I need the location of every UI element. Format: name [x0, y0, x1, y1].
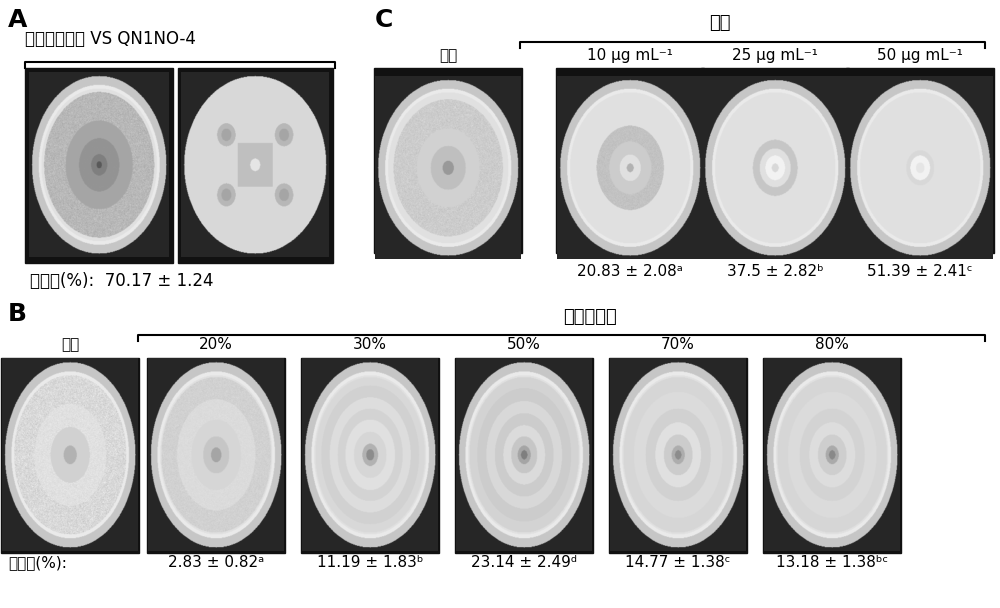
Text: 23.14 ± 2.49ᵈ: 23.14 ± 2.49ᵈ — [471, 555, 577, 570]
Bar — [301, 358, 439, 553]
Text: 对照: 对照 — [439, 48, 457, 63]
Bar — [147, 358, 285, 553]
Text: 抑菌率(%):  70.17 ± 1.24: 抑菌率(%): 70.17 ± 1.24 — [30, 272, 214, 290]
Text: 80%: 80% — [815, 337, 849, 352]
Text: 51.39 ± 2.41ᶜ: 51.39 ± 2.41ᶜ — [867, 264, 973, 279]
Text: 70%: 70% — [661, 337, 695, 352]
Bar — [701, 68, 849, 253]
Text: 抑菌率(%):: 抑菌率(%): — [8, 555, 67, 570]
Bar — [556, 68, 704, 253]
Text: 13.18 ± 1.38ᵇᶜ: 13.18 ± 1.38ᵇᶜ — [776, 555, 888, 570]
Bar — [763, 358, 901, 553]
Text: 20.83 ± 2.08ᵃ: 20.83 ± 2.08ᵃ — [577, 264, 683, 279]
Text: 50 μg mL⁻¹: 50 μg mL⁻¹ — [877, 48, 963, 63]
Bar — [374, 68, 522, 253]
Bar — [609, 358, 747, 553]
Bar — [1, 358, 139, 553]
Text: 14.77 ± 1.38ᶜ: 14.77 ± 1.38ᶜ — [625, 555, 731, 570]
Text: A: A — [8, 8, 27, 32]
Text: 11.19 ± 1.83ᵇ: 11.19 ± 1.83ᵇ — [317, 555, 423, 570]
Text: 硫酸鐥浓度: 硫酸鐥浓度 — [563, 308, 617, 326]
Bar — [846, 68, 994, 253]
Bar — [178, 68, 333, 263]
Text: 25 μg mL⁻¹: 25 μg mL⁻¹ — [732, 48, 818, 63]
Text: 20%: 20% — [199, 337, 233, 352]
Text: C: C — [375, 8, 393, 32]
Text: B: B — [8, 302, 27, 326]
Text: 2.83 ± 0.82ᵃ: 2.83 ± 0.82ᵃ — [168, 555, 264, 570]
Text: 对照: 对照 — [61, 337, 79, 352]
Text: 草莓炭疽病菌 VS QN1NO-4: 草莓炭疽病菌 VS QN1NO-4 — [25, 30, 196, 48]
Text: 50%: 50% — [507, 337, 541, 352]
Bar — [455, 358, 593, 553]
Text: 30%: 30% — [353, 337, 387, 352]
Bar — [25, 68, 173, 263]
Text: 10 μg mL⁻¹: 10 μg mL⁻¹ — [587, 48, 673, 63]
Text: 37.5 ± 2.82ᵇ: 37.5 ± 2.82ᵇ — [727, 264, 823, 279]
Text: 处理: 处理 — [709, 14, 731, 32]
